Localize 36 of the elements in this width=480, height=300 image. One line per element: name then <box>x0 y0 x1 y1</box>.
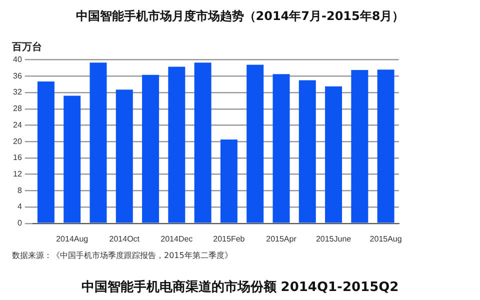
bar <box>220 140 238 223</box>
bar <box>246 64 264 223</box>
y-tick-label: 24 <box>12 120 22 130</box>
x-tick-label: 2014Oct <box>109 234 140 244</box>
chart-title: 中国智能手机市场月度市场趋势（2014年7月-2015年8月） <box>74 8 406 25</box>
bar <box>351 70 368 223</box>
bar <box>142 74 160 223</box>
bar <box>325 86 342 223</box>
bar <box>272 74 290 223</box>
y-tick-label: 12 <box>12 170 22 179</box>
y-tick-label: 28 <box>12 104 22 114</box>
y-tick-label: 32 <box>12 88 22 97</box>
x-tick-label: 2015Feb <box>213 234 246 244</box>
bar <box>377 70 394 223</box>
bar <box>298 80 316 223</box>
y-tick-label: 20 <box>12 136 22 146</box>
x-tick-label: 2015Apr <box>266 234 297 244</box>
bar <box>37 81 54 223</box>
y-tick-label: 0 <box>17 218 22 228</box>
x-tick-label: 2015June <box>316 234 352 244</box>
bar <box>64 96 81 223</box>
y-tick-label: 16 <box>12 153 22 162</box>
y-tick-label: 36 <box>12 71 22 80</box>
x-tick-label: 2014Dec <box>160 234 193 244</box>
text: 中国智能手机电商渠道的市场份额 2014Q1-2015Q2 <box>80 278 400 296</box>
bar <box>194 62 212 223</box>
y-axis-title: 百万台 <box>12 40 42 54</box>
x-tick-label: 2015Aug <box>370 234 402 244</box>
bar <box>90 62 107 223</box>
x-tick-label: 2014Aug <box>56 234 88 244</box>
y-tick-label: 4 <box>17 202 22 212</box>
bar <box>116 90 133 223</box>
source-note: 数据来源：《中国手机市场季度跟踪报告，2015年第二季度》 <box>12 250 232 261</box>
y-tick-label: 40 <box>12 55 22 64</box>
bar <box>168 66 186 223</box>
y-tick-label: 8 <box>17 186 22 195</box>
